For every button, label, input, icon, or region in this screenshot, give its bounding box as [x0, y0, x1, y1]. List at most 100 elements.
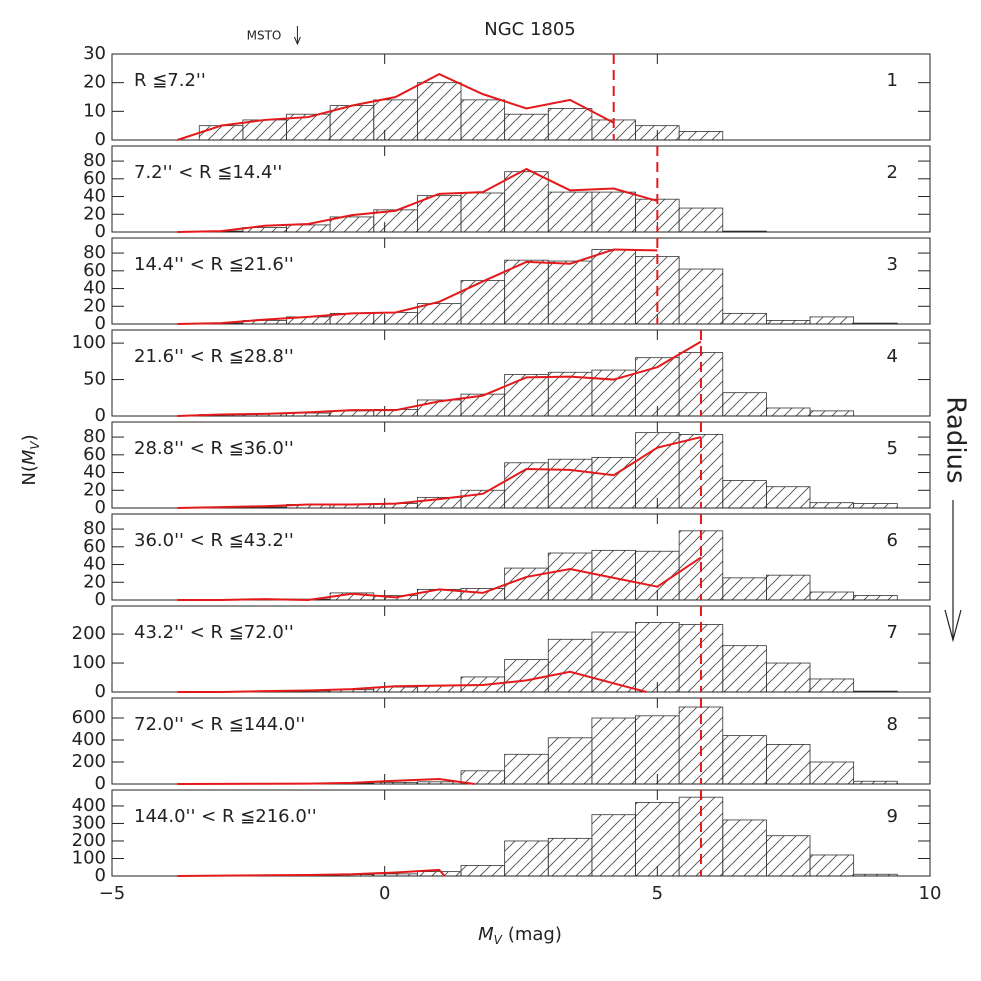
- y-tick-label: 0: [95, 497, 106, 518]
- model-line: [177, 167, 658, 233]
- panel-frame: [111, 421, 931, 509]
- bar: [286, 224, 331, 233]
- panel-frame: [111, 145, 931, 233]
- y-tick-label: 40: [83, 554, 106, 575]
- panel-frame: [111, 697, 931, 785]
- bar: [722, 735, 767, 785]
- panel-label: R ≦7.2'': [134, 70, 206, 91]
- model-line: [177, 868, 446, 877]
- x-axis-label: MV (mag): [478, 924, 562, 947]
- y-tick-label: 80: [83, 518, 106, 539]
- y-tick-label: 300: [72, 812, 106, 833]
- bar: [504, 567, 549, 601]
- panel-number: 2: [887, 162, 898, 183]
- y-tick-label: 20: [83, 479, 106, 500]
- panel-number: 9: [887, 806, 898, 827]
- panel-label: 21.6'' < R ≦28.8'': [134, 346, 294, 367]
- y-tick-label: 200: [72, 623, 106, 644]
- msto-label: MSTO: [247, 29, 282, 43]
- y-tick-label: 60: [83, 168, 106, 189]
- y-axis-label: N(MV): [19, 434, 42, 485]
- model-line: [177, 556, 702, 602]
- y-tick-label: 60: [83, 444, 106, 465]
- panel-number: 4: [887, 346, 898, 367]
- panel-label: 14.4'' < R ≦21.6'': [134, 254, 294, 275]
- bar: [547, 552, 593, 601]
- panel-label: 28.8'' < R ≦36.0'': [134, 438, 294, 459]
- y-label-prefix: N(: [19, 465, 40, 486]
- y-tick-label: 60: [83, 260, 106, 281]
- panel-frame: [111, 605, 931, 693]
- bar: [678, 207, 724, 233]
- bar: [547, 191, 593, 233]
- msto-arrowhead: [293, 36, 301, 46]
- y-tick-label: 0: [95, 313, 106, 334]
- bar: [504, 171, 549, 233]
- panel-frame: [111, 789, 931, 877]
- panel-frame: [111, 513, 931, 601]
- bar: [722, 480, 767, 509]
- bar: [504, 374, 549, 417]
- panel-frame: [111, 237, 931, 325]
- bar: [635, 622, 680, 693]
- y-tick-label: 0: [95, 865, 106, 886]
- y-tick-label: 200: [72, 830, 106, 851]
- y-label-suffix: ): [19, 434, 40, 441]
- x-tick-label: 0: [379, 883, 390, 904]
- bar: [722, 577, 767, 601]
- bar: [547, 837, 593, 877]
- bar: [460, 280, 506, 325]
- model-line: [177, 248, 658, 325]
- bar: [678, 268, 724, 325]
- bar: [591, 631, 636, 693]
- model-line: [177, 778, 475, 785]
- bar: [591, 191, 636, 233]
- y-tick-label: 80: [83, 242, 106, 263]
- bar: [591, 369, 636, 417]
- panel-number: 7: [887, 622, 898, 643]
- bar: [591, 717, 636, 785]
- bar: [504, 840, 549, 877]
- bar: [460, 99, 506, 141]
- bar: [678, 130, 724, 141]
- y-tick-label: 0: [95, 681, 106, 702]
- chart-title: NGC 1805: [484, 19, 576, 40]
- x-tick-label: 10: [919, 883, 942, 904]
- panel-label: 72.0'' < R ≦144.0'': [134, 714, 305, 735]
- y-tick-label: 40: [83, 462, 106, 483]
- y-tick-label: 0: [95, 405, 106, 426]
- bar: [547, 371, 593, 417]
- panel-number: 5: [887, 438, 898, 459]
- y-tick-label: 100: [72, 652, 106, 673]
- y-tick-label: 20: [83, 571, 106, 592]
- model-line: [177, 436, 702, 509]
- y-tick-label: 600: [72, 707, 106, 728]
- bar: [766, 486, 811, 509]
- x-label-symbol: M: [478, 924, 494, 945]
- bar: [809, 502, 855, 509]
- y-tick-label: 0: [95, 589, 106, 610]
- bar: [635, 802, 680, 877]
- bar: [329, 105, 375, 141]
- y-tick-label: 60: [83, 536, 106, 557]
- y-tick-label: 80: [83, 150, 106, 171]
- bar: [591, 249, 636, 325]
- bar: [591, 814, 636, 877]
- bar: [809, 591, 855, 601]
- model-line: [177, 72, 615, 141]
- bar: [547, 638, 593, 693]
- bar: [460, 588, 506, 601]
- bar: [504, 659, 549, 693]
- bar: [766, 662, 811, 693]
- model-line: [177, 670, 647, 693]
- bar: [504, 113, 549, 141]
- radius-arrowhead: [944, 609, 962, 643]
- y-tick-label: 0: [95, 773, 106, 794]
- y-tick-label: 10: [83, 100, 106, 121]
- y-tick-label: 20: [83, 203, 106, 224]
- x-label-sub: V: [494, 933, 503, 947]
- bar: [766, 574, 811, 601]
- y-tick-label: 40: [83, 278, 106, 299]
- bar: [809, 854, 855, 877]
- bar: [504, 753, 549, 785]
